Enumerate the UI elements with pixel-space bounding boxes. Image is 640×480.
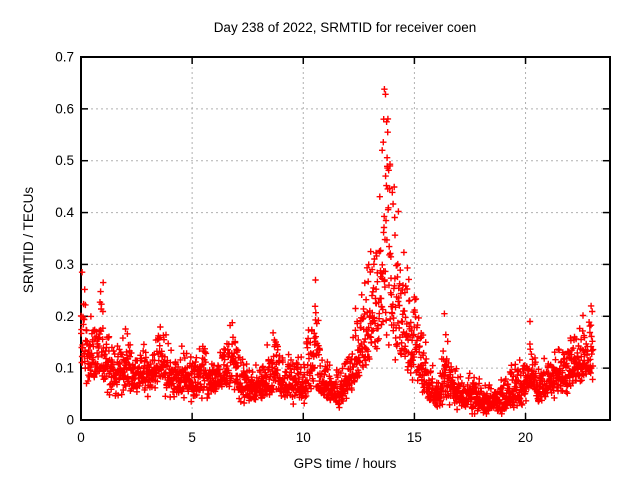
- scatter-data-points: [77, 86, 597, 417]
- y-tick-label-0.5: 0.5: [55, 153, 74, 168]
- x-tick-label-10: 10: [296, 430, 311, 445]
- plot-border: [80, 56, 611, 421]
- y-tick-label-0.6: 0.6: [55, 101, 74, 116]
- x-tick-label-15: 15: [407, 430, 422, 445]
- y-tick-label-0.4: 0.4: [55, 205, 74, 220]
- gridlines: [81, 57, 610, 420]
- x-axis-label: GPS time / hours: [294, 456, 397, 471]
- y-tick-label-0.1: 0.1: [55, 361, 74, 376]
- x-tick-label-0: 0: [77, 430, 85, 445]
- tick-labels: 0 5 10 15 20 0 0.1 0.2 0.3 0.4 0.5 0.6 0.7: [55, 50, 533, 446]
- y-tick-label-0.2: 0.2: [55, 309, 74, 324]
- x-tick-label-5: 5: [188, 430, 196, 445]
- chart-title: Day 238 of 2022, SRMTID for receiver coe…: [214, 20, 477, 35]
- x-tick-label-20: 20: [518, 430, 533, 445]
- y-axis-label: SRMTID / TECUs: [21, 187, 36, 294]
- y-tick-label-0.7: 0.7: [55, 50, 74, 65]
- y-tick-label-0: 0: [66, 413, 74, 428]
- y-tick-label-0.3: 0.3: [55, 257, 74, 272]
